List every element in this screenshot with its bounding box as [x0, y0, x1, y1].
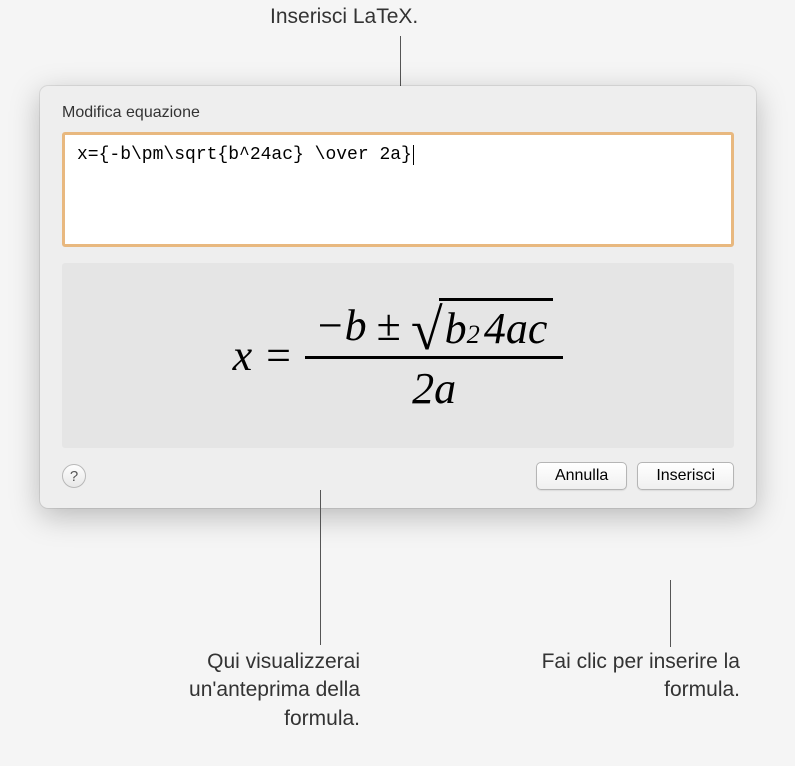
formula-radicand: b24ac	[439, 298, 554, 354]
formula-equals: =	[266, 330, 291, 381]
formula-minus-b: −b	[315, 300, 367, 351]
formula-exp: 2	[467, 319, 480, 350]
callout-top-label: Inserisci LaTeX.	[270, 5, 418, 29]
insert-button[interactable]: Inserisci	[637, 462, 734, 490]
rendered-formula: x = −b ± √ b24ac 2a	[233, 296, 564, 416]
cancel-button[interactable]: Annulla	[536, 462, 627, 490]
latex-input-text: x={-b\pm\sqrt{b^24ac} \over 2a}	[77, 145, 414, 165]
callout-preview-label: Qui visualizzerai un'anteprima della for…	[140, 648, 360, 733]
callout-preview-line	[320, 490, 321, 645]
formula-numerator: −b ± √ b24ac	[305, 296, 563, 356]
formula-denominator: 2a	[402, 359, 466, 416]
callout-insert-label: Fai clic per inserire la formula.	[490, 648, 740, 705]
dialog-button-row: ? Annulla Inserisci	[62, 462, 734, 490]
formula-plusminus: ±	[377, 300, 401, 351]
equation-dialog: Modifica equazione x={-b\pm\sqrt{b^24ac}…	[40, 86, 756, 508]
help-button[interactable]: ?	[62, 464, 86, 488]
formula-fraction: −b ± √ b24ac 2a	[305, 296, 563, 416]
formula-lhs: x	[233, 330, 253, 381]
formula-preview: x = −b ± √ b24ac 2a	[62, 263, 734, 448]
formula-sqrt: √ b24ac	[411, 298, 554, 354]
formula-b: b	[445, 303, 467, 354]
callout-insert-line	[670, 580, 671, 647]
formula-4ac: 4ac	[484, 303, 548, 354]
dialog-title: Modifica equazione	[62, 104, 734, 122]
latex-input[interactable]: x={-b\pm\sqrt{b^24ac} \over 2a}	[62, 132, 734, 247]
